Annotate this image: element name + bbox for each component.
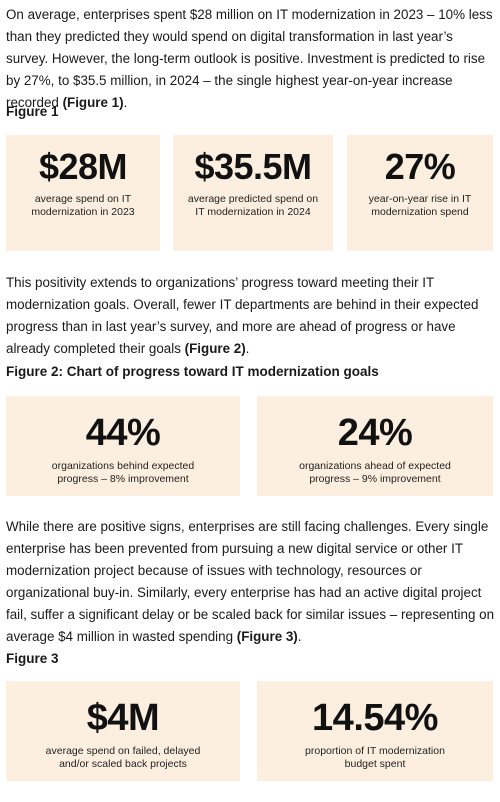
stat-caption: average predicted spend on IT modernizat…: [187, 193, 319, 218]
stat-value: 14.54%: [312, 697, 438, 739]
figure-1-heading: Figure 1: [6, 104, 59, 119]
stat-value: 44%: [85, 412, 161, 454]
stat-card-predicted-spend-2024: $35.5M average predicted spend on IT mod…: [173, 135, 333, 251]
progress-paragraph: This positivity extends to organizations…: [6, 272, 494, 360]
intro-text: On average, enterprises spent $28 millio…: [6, 7, 493, 110]
progress-end: .: [245, 341, 250, 356]
figure-3-reference: (Figure 3): [236, 629, 298, 644]
stat-caption: organizations ahead of expected progress…: [299, 460, 451, 485]
challenges-end: .: [297, 629, 302, 644]
stat-card-ahead-progress: 24% organizations ahead of expected prog…: [257, 396, 493, 496]
intro-end: .: [123, 95, 128, 110]
intro-paragraph: On average, enterprises spent $28 millio…: [6, 4, 494, 114]
stat-value: $35.5M: [194, 146, 312, 187]
challenges-text: While there are positive signs, enterpri…: [6, 519, 495, 644]
stat-card-avg-spend-2023: $28M average spend on IT modernization i…: [6, 135, 160, 251]
stat-caption: average spend on failed, delayed and/or …: [45, 745, 201, 770]
stat-caption: year-on-year rise in IT modernization sp…: [368, 193, 472, 218]
figure-2-heading: Figure 2: Chart of progress toward IT mo…: [6, 364, 379, 379]
challenges-paragraph: While there are positive signs, enterpri…: [6, 516, 494, 648]
stat-card-yoy-rise: 27% year-on-year rise in IT modernizatio…: [347, 135, 493, 251]
progress-text: This positivity extends to organizations…: [6, 275, 479, 356]
stat-card-wasted-spend: $4M average spend on failed, delayed and…: [6, 681, 240, 781]
stat-caption: average spend on IT modernization in 202…: [31, 193, 135, 218]
stat-value: $4M: [86, 697, 160, 739]
stat-caption: organizations behind expected progress –…: [51, 460, 195, 485]
stat-value: 27%: [384, 146, 456, 187]
stat-card-budget-proportion: 14.54% proportion of IT modernization bu…: [257, 681, 493, 781]
figure-3-heading: Figure 3: [6, 651, 59, 666]
stat-value: $28M: [38, 146, 128, 187]
figure-2-reference: (Figure 2): [184, 341, 246, 356]
stat-card-behind-progress: 44% organizations behind expected progre…: [6, 396, 240, 496]
stat-value: 24%: [337, 412, 413, 454]
stat-caption: proportion of IT modernization budget sp…: [305, 745, 445, 770]
figure-1-reference: (Figure 1): [62, 95, 124, 110]
